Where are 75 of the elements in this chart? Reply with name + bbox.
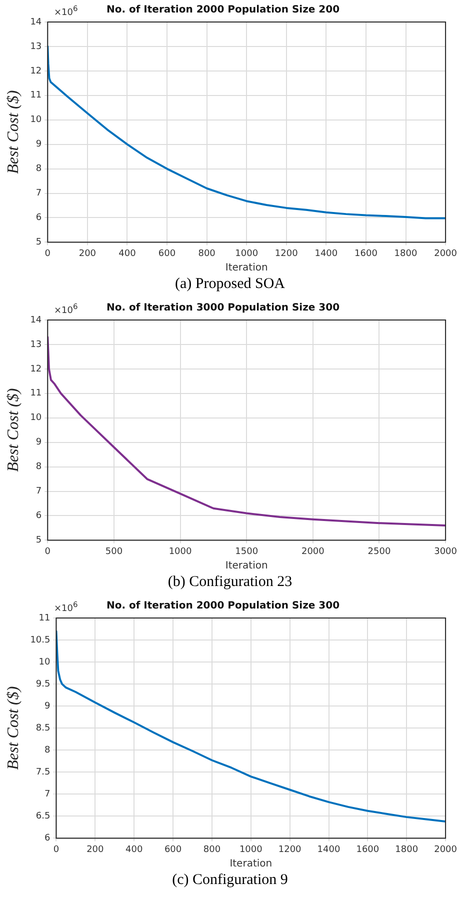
- x-tick-label: 1400: [314, 248, 338, 259]
- x-tick-label: 2000: [434, 844, 458, 855]
- y-tick-label: 7: [36, 188, 42, 199]
- y-tick-label: 13: [30, 340, 42, 350]
- x-tick-label: 400: [126, 844, 143, 855]
- chart-title: No. of Iteration 3000 Population Size 300: [106, 302, 340, 314]
- y-tick-label: 14: [30, 315, 42, 326]
- y-tick-label: 5: [36, 536, 42, 546]
- x-tick-label: 1800: [394, 248, 418, 259]
- x-tick-label: 1400: [317, 844, 340, 855]
- y-tick-label: 8: [44, 745, 51, 756]
- y-tick-label: 8: [36, 462, 42, 472]
- x-tick-label: 600: [158, 248, 176, 259]
- text: (c) Configuration 9: [171, 871, 289, 890]
- x-tick-label: 2000: [434, 248, 458, 259]
- x-tick-label: 1000: [168, 546, 192, 557]
- y-tick-label: 9.5: [36, 679, 50, 690]
- x-tick-label: 1200: [278, 844, 302, 855]
- chart-title: No. of Iteration 2000 Population Size 200: [106, 4, 340, 16]
- x-axis-title: Iteration: [225, 262, 268, 274]
- x-tick-label: 2500: [368, 546, 391, 557]
- y-tick-label: 11: [30, 388, 42, 399]
- text: ×10$^{6}$: [54, 600, 78, 614]
- y-tick-label: 10: [30, 413, 42, 424]
- x-tick-label: 1600: [356, 844, 380, 855]
- x-tick-label: 600: [164, 844, 182, 855]
- y-tick-label: 7.5: [36, 767, 50, 778]
- y-tick-label: 9: [36, 140, 42, 150]
- text: ×10$^{6}$: [54, 302, 78, 316]
- y-tick-label: 7: [36, 486, 42, 497]
- x-tick-label: 1000: [235, 248, 258, 259]
- x-tick-label: 0: [53, 844, 60, 855]
- y-tick-label: 14: [30, 17, 42, 28]
- chart-title: No. of Iteration 2000 Population Size 300: [106, 600, 340, 612]
- text: (b) Configuration 23: [166, 573, 294, 592]
- y-tick-label: 11: [38, 613, 50, 624]
- x-tick-label: 3000: [434, 546, 458, 557]
- y-tick-label: 12: [30, 364, 42, 374]
- y-tick-label: 8.5: [36, 723, 50, 734]
- x-tick-label: 1600: [354, 248, 378, 259]
- x-tick-label: 1800: [395, 844, 418, 855]
- y-tick-label: 8: [36, 164, 42, 174]
- y-tick-label: 10: [30, 115, 42, 126]
- x-axis-title: Iteration: [225, 560, 268, 572]
- x-tick-label: 1200: [274, 248, 298, 259]
- y-tick-label: 7: [44, 790, 50, 800]
- y-tick-label: 10.5: [30, 635, 50, 646]
- y-tick-label: 9: [44, 701, 51, 712]
- x-axis-title: Iteration: [230, 858, 272, 870]
- x-tick-label: 500: [105, 546, 123, 557]
- y-tick-label: 9: [36, 438, 42, 448]
- y-axis-title: Best Cost ($): [4, 90, 22, 174]
- y-tick-label: 5: [36, 238, 42, 248]
- x-tick-label: 0: [44, 248, 51, 259]
- y-tick-label: 12: [30, 66, 42, 76]
- x-tick-label: 2000: [301, 546, 325, 557]
- y-tick-label: 10: [38, 657, 51, 668]
- x-tick-label: 800: [198, 248, 216, 259]
- text: (a) Proposed SOA: [174, 275, 286, 294]
- y-axis-title: Best Cost ($): [4, 686, 22, 770]
- x-tick-label: 1000: [239, 844, 263, 855]
- y-tick-label: 6.5: [36, 812, 50, 822]
- y-tick-label: 11: [30, 90, 42, 101]
- x-tick-label: 800: [203, 844, 221, 855]
- y-tick-label: 6: [36, 213, 42, 224]
- x-tick-label: 400: [118, 248, 136, 259]
- y-tick-label: 13: [30, 42, 42, 52]
- text: ×10$^{6}$: [54, 4, 78, 18]
- x-tick-label: 1500: [235, 546, 258, 557]
- x-tick-label: 200: [86, 844, 104, 855]
- x-tick-label: 0: [44, 546, 51, 557]
- y-tick-label: 6: [36, 511, 42, 522]
- x-tick-label: 200: [78, 248, 96, 259]
- y-tick-label: 6: [44, 834, 51, 844]
- y-axis-title: Best Cost ($): [4, 388, 22, 472]
